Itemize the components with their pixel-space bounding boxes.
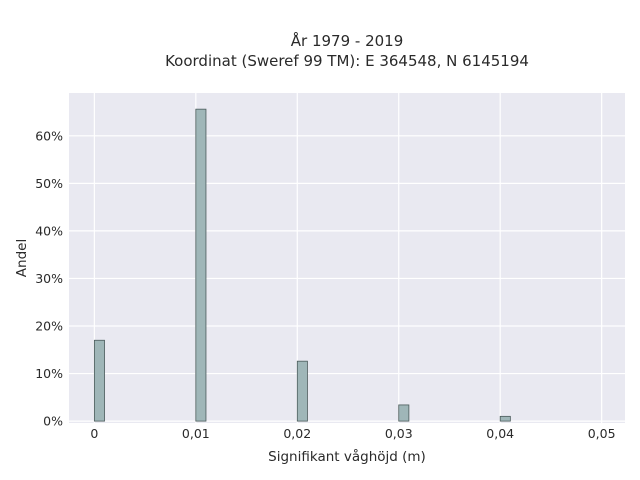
y-tick-label: 30%: [35, 271, 63, 286]
histogram-bar: [93, 339, 105, 422]
grid-lines: [69, 93, 625, 423]
x-tick-label: 0: [90, 426, 98, 441]
x-tick-label: 0,03: [385, 426, 413, 441]
y-axis-ticks: 0% 10% 20% 30% 40% 50% 60%: [35, 128, 63, 428]
y-axis-label: Andel: [14, 239, 30, 277]
plot-area: [69, 93, 625, 423]
x-tick-label: 0,02: [283, 426, 311, 441]
y-tick-label: 40%: [35, 223, 63, 238]
x-axis-label: Signifikant våghöjd (m): [268, 448, 426, 465]
chart-title-line-2: Koordinat (Sweref 99 TM): E 364548, N 61…: [165, 52, 529, 70]
y-tick-label: 50%: [35, 176, 63, 191]
x-axis-ticks: 0 0,01 0,02 0,03 0,04 0,05: [90, 426, 615, 441]
y-tick-label: 60%: [35, 128, 63, 143]
histogram-bar: [499, 415, 511, 422]
histogram-bar: [398, 404, 410, 422]
y-tick-label: 10%: [35, 366, 63, 381]
x-tick-label: 0,04: [486, 426, 514, 441]
y-tick-label: 20%: [35, 318, 63, 333]
chart-title-line-1: År 1979 - 2019: [291, 31, 404, 50]
x-tick-label: 0,05: [588, 426, 616, 441]
bars: [93, 108, 511, 422]
x-tick-label: 0,01: [182, 426, 210, 441]
y-tick-label: 0%: [43, 414, 63, 429]
histogram-bar: [296, 360, 308, 422]
histogram-bar: [195, 108, 207, 422]
